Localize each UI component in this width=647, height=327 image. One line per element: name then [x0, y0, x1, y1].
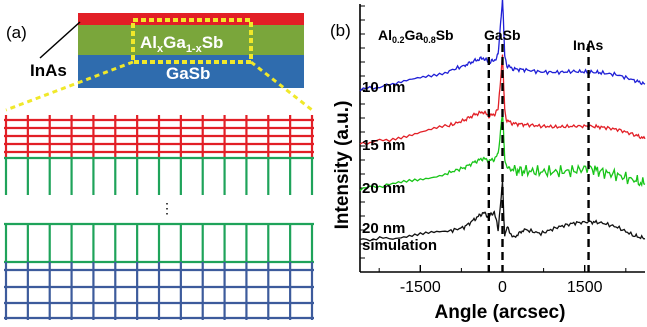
- series-label: 15 nm: [362, 137, 405, 154]
- series-line: [359, 111, 646, 192]
- y-axis-label: Intensity (a.u.): [332, 101, 353, 230]
- series-label: simulation: [362, 237, 437, 254]
- zoom-guide-right: [250, 60, 313, 112]
- zoom-guide-left: [5, 60, 134, 112]
- layer-algasb-label: AlxGa1-xSb: [140, 33, 223, 55]
- series-label: 20 nm: [362, 180, 405, 197]
- inas-label: InAs: [30, 61, 67, 80]
- continuation-dots: ⋮: [160, 200, 174, 216]
- series-label: 20 nm: [362, 220, 405, 237]
- x-tick-label: -1500: [400, 279, 441, 296]
- series-line: [359, 54, 646, 146]
- x-tick-label: 1500: [567, 279, 603, 296]
- layer-algasb: [78, 25, 304, 55]
- x-tick-label: 0: [498, 279, 507, 296]
- annot-algasb: Al0.2Ga0.8Sb: [378, 27, 454, 45]
- series-label: 10 nm: [362, 79, 405, 96]
- panel-a: (a) AlxGa1-xSb GaSb InAs ⋮: [4, 13, 314, 320]
- annot-gasb: GaSb: [484, 27, 521, 43]
- panel-a-label: (a): [6, 23, 27, 42]
- inas-pointer: [39, 21, 81, 59]
- panel-b-label: (b): [330, 21, 351, 40]
- layer-gasb-label: GaSb: [166, 64, 210, 83]
- panel-b: (b) Intensity (a.u.) Angle (arcsec) -150…: [330, 0, 646, 323]
- highlight-box: [131, 18, 253, 64]
- series-line: [359, 181, 646, 242]
- annot-inas: InAs: [573, 37, 604, 53]
- x-axis-label: Angle (arcsec): [435, 302, 566, 323]
- series-line: [359, 0, 646, 92]
- lattice-diagram: [4, 115, 314, 320]
